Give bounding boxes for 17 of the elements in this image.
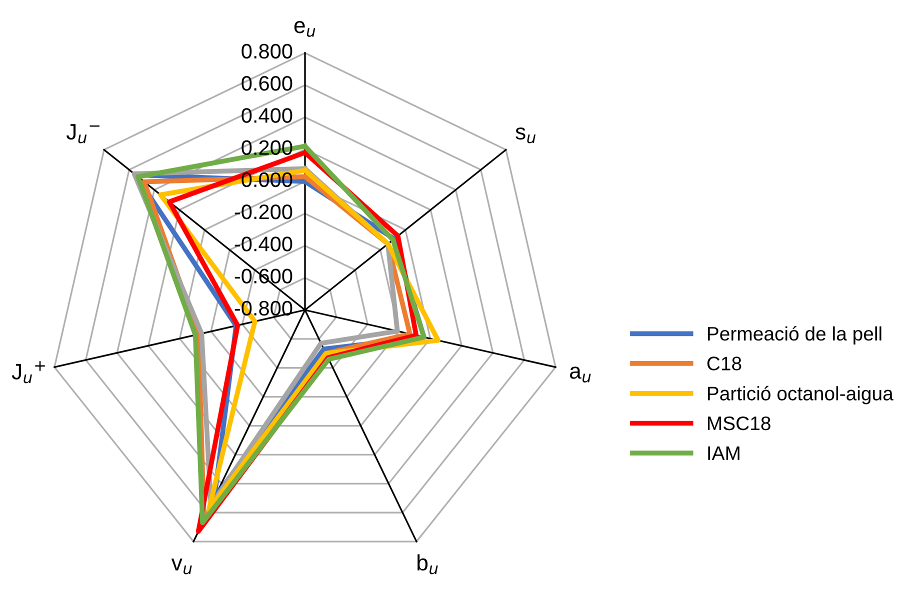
spoke-label: a$_{u}$ (570, 366, 591, 382)
y-tick-label: 0.800 (242, 44, 292, 59)
legend-label: Permeació de la pell (708, 326, 882, 344)
y-tick-label: 0.600 (242, 76, 292, 91)
spoke-label: s$_{u}$ (516, 127, 536, 144)
legend-label: C18 (707, 356, 742, 370)
legend-label: IAM (708, 446, 740, 460)
legend-label: Partició octanol-aigua (708, 386, 894, 404)
spoke-label: e$_{u}$ (294, 21, 316, 37)
y-tick-label: -0.200 (234, 204, 292, 220)
spoke-label: v$_{u}$ (171, 558, 192, 574)
spoke-label: J$_{u}$$^{−}$ (66, 124, 100, 144)
spoke-label: b$_{u}$ (418, 554, 438, 574)
legend-label: MSC18 (708, 416, 770, 430)
y-tick-label: -0.400 (234, 236, 292, 252)
spoke-label: J$_{u}$$^{+}$ (12, 361, 45, 384)
y-tick-label: 0.400 (242, 108, 292, 123)
